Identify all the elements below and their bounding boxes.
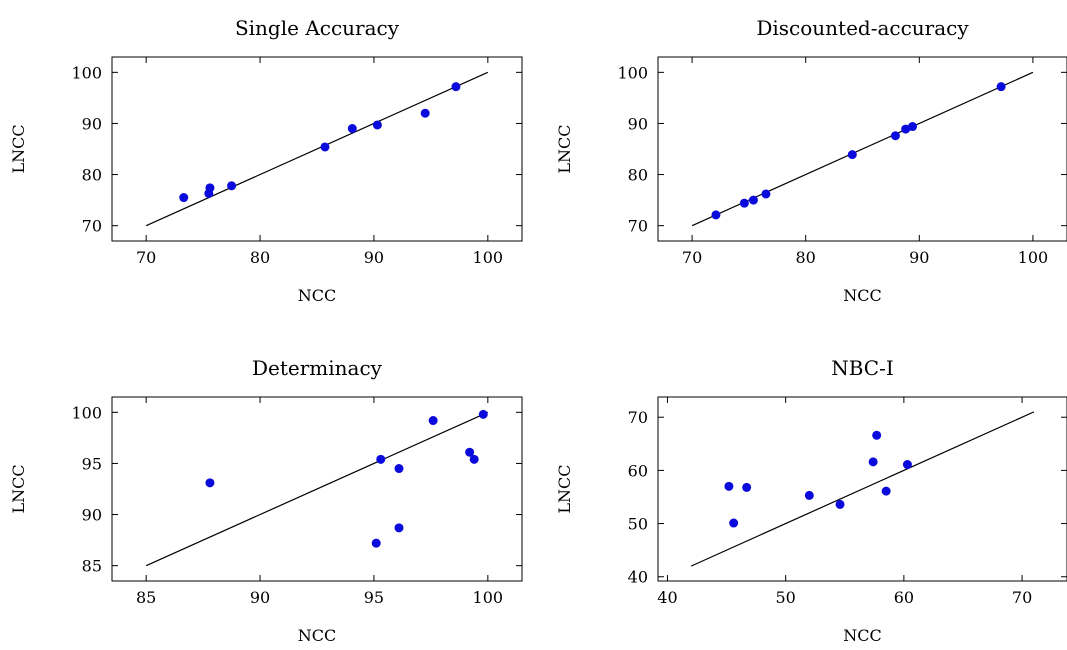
y-tick-label: 70 [82,217,102,236]
data-point [420,108,430,118]
data-point [835,499,845,509]
y-tick-label: 100 [617,63,648,82]
x-tick-label: 80 [796,248,816,267]
plot-frame [657,56,1067,242]
x-tick-label: 100 [1018,248,1049,267]
data-point [711,210,721,220]
y-tick-label: 90 [82,506,102,525]
x-tick-label: 100 [473,588,504,607]
x-axis-label: NCC [843,626,881,645]
data-point [469,454,479,464]
data-point [881,486,891,496]
y-axis-label: LNCC [9,124,28,173]
y-tick-label: 40 [628,568,648,587]
subplot-3: Determinacy 85 90 95 100 85 90 95 100 NCC LNCC [9,356,523,645]
data-point [371,538,381,548]
y-tick-label: 80 [82,166,102,185]
y-tick-label: 70 [628,217,648,236]
y-tick-label: 100 [71,63,102,82]
data-point [739,198,749,208]
x-axis-label: NCC [298,286,336,305]
x-tick-label: 85 [136,588,156,607]
x-tick-label: 90 [364,248,384,267]
chart-title: NBC-I [831,356,894,380]
data-point [996,82,1006,92]
y-axis-label: LNCC [9,464,28,513]
x-tick-label: 60 [894,588,914,607]
data-point [890,131,900,141]
data-point [376,454,386,464]
plot-frame [111,396,523,582]
y-tick-label: 80 [628,166,648,185]
data-point [729,518,739,528]
data-point [465,447,475,457]
subplot-4: NBC-I 40 50 60 70 40 50 60 70 NCC LNCC [555,356,1067,645]
y-tick-label: 50 [628,515,648,534]
data-point [179,193,189,203]
reference-line [145,71,489,227]
data-point [901,124,911,134]
data-point [394,464,404,474]
y-axis-label: LNCC [555,464,574,513]
data-point [847,150,857,160]
data-point [742,482,752,492]
data-point [205,478,215,488]
y-axis-label: LNCC [555,124,574,173]
x-tick-label: 70 [136,248,156,267]
data-point [428,416,438,426]
x-tick-label: 90 [250,588,270,607]
subplot-1: Single Accuracy 70 80 90 100 70 80 90 100 NCC LNCC [9,16,523,305]
y-tick-label: 100 [71,403,102,422]
data-point [868,457,878,467]
reference-line [690,411,1035,567]
y-tick-label: 70 [628,408,648,427]
data-point [227,181,237,191]
plot-frame [111,56,523,242]
data-point [761,189,771,199]
y-tick-label: 95 [82,454,102,473]
data-point [478,409,488,419]
y-tick-label: 60 [628,461,648,480]
data-point [804,490,814,500]
x-tick-label: 70 [682,248,702,267]
data-point [320,142,330,152]
x-tick-label: 95 [364,588,384,607]
data-point [724,481,734,491]
x-tick-label: 50 [775,588,795,607]
x-tick-label: 100 [473,248,504,267]
data-point [394,523,404,533]
data-point [872,430,882,440]
data-point [372,120,382,130]
x-tick-label: 80 [250,248,270,267]
x-axis-label: NCC [298,626,336,645]
data-point [748,195,758,205]
y-tick-label: 85 [82,557,102,576]
data-point [907,122,917,132]
chart-title: Single Accuracy [235,16,400,40]
data-point [347,124,357,134]
x-tick-label: 70 [1012,588,1032,607]
data-point [205,183,215,193]
plot-frame [657,396,1067,582]
subplot-2: Discounted-accuracy 70 80 90 100 70 80 90 100 NCC… [555,16,1067,305]
x-axis-label: NCC [843,286,881,305]
data-point [451,82,461,92]
y-tick-label: 90 [82,114,102,133]
chart-title: Discounted-accuracy [756,16,969,40]
y-tick-label: 90 [628,114,648,133]
reference-line [145,411,489,567]
reference-line [691,71,1034,227]
x-tick-label: 40 [657,588,677,607]
data-point [902,460,912,470]
x-tick-label: 90 [909,248,929,267]
chart-title: Determinacy [252,356,383,380]
